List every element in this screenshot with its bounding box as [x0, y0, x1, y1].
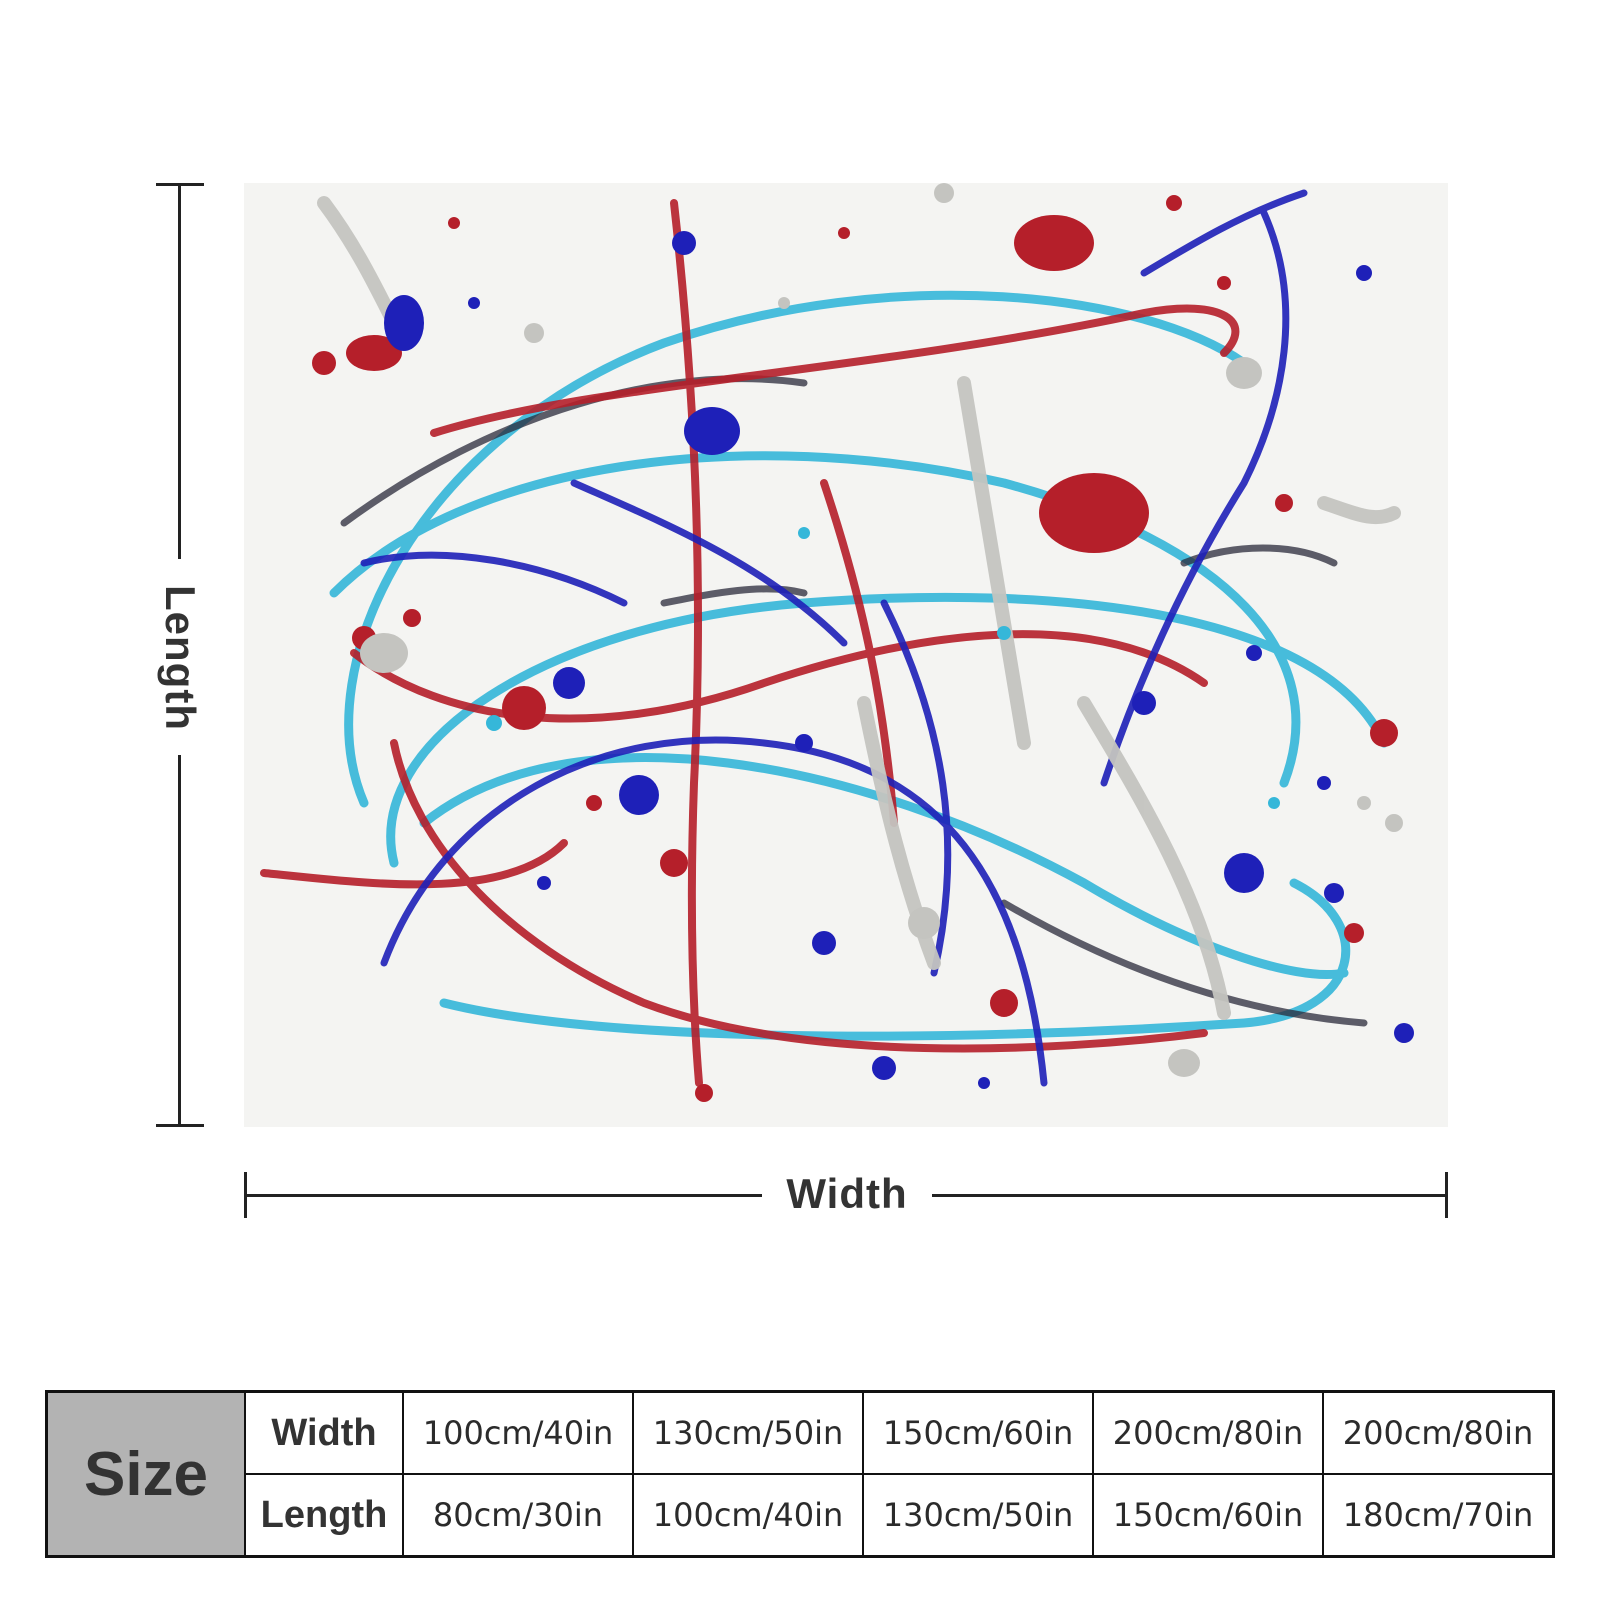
width-line-left	[244, 1194, 762, 1197]
length-line-lower	[178, 755, 181, 1127]
width-line-right	[932, 1194, 1448, 1197]
length-cell: 100cm/40in	[632, 1473, 864, 1558]
length-dimension-indicator: Length	[156, 183, 204, 1127]
length-cell: 130cm/50in	[862, 1473, 1094, 1558]
length-cell: 180cm/70in	[1322, 1473, 1555, 1558]
size-chart-table: Size Width 100cm/40in 130cm/50in 150cm/6…	[45, 1390, 1555, 1558]
width-right-cap	[1445, 1172, 1448, 1218]
length-line-upper	[178, 183, 181, 559]
length-dimension-label: Length	[157, 585, 204, 731]
length-cell: 150cm/60in	[1092, 1473, 1324, 1558]
length-bottom-cap	[156, 1124, 204, 1127]
length-row-label: Length	[244, 1473, 404, 1558]
length-cell: 80cm/30in	[402, 1473, 634, 1558]
width-cell: 200cm/80in	[1092, 1390, 1324, 1475]
length-row: Length 80cm/30in 100cm/40in 130cm/50in 1…	[47, 1473, 1555, 1558]
width-dimension-label: Width	[786, 1170, 908, 1217]
size-header: Size	[45, 1390, 246, 1558]
width-cell: 200cm/80in	[1322, 1390, 1555, 1475]
width-row: Size Width 100cm/40in 130cm/50in 150cm/6…	[45, 1390, 1555, 1558]
width-cell: 150cm/60in	[862, 1390, 1094, 1475]
abstract-splatter-painting-icon	[244, 183, 1448, 1127]
width-cell: 130cm/50in	[632, 1390, 864, 1475]
width-dimension-indicator: Width	[244, 1170, 1448, 1222]
width-cell: 100cm/40in	[402, 1390, 634, 1475]
product-artwork	[244, 183, 1448, 1127]
width-row-label: Width	[244, 1390, 404, 1475]
